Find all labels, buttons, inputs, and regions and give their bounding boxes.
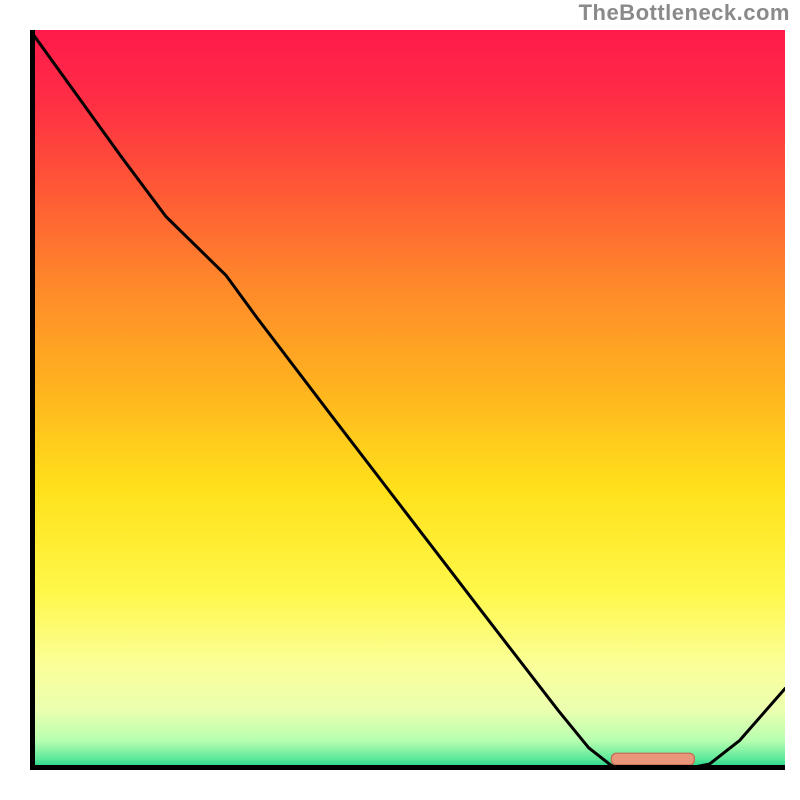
bottleneck-curve xyxy=(30,30,785,770)
watermark-text: TheBottleneck.com xyxy=(579,0,790,26)
optimal-range-marker xyxy=(611,753,694,765)
plot-area xyxy=(30,30,785,770)
x-axis-line xyxy=(30,765,785,770)
chart-canvas: TheBottleneck.com xyxy=(0,0,800,800)
y-axis-line xyxy=(30,30,35,770)
chart-overlay-svg xyxy=(30,30,785,770)
